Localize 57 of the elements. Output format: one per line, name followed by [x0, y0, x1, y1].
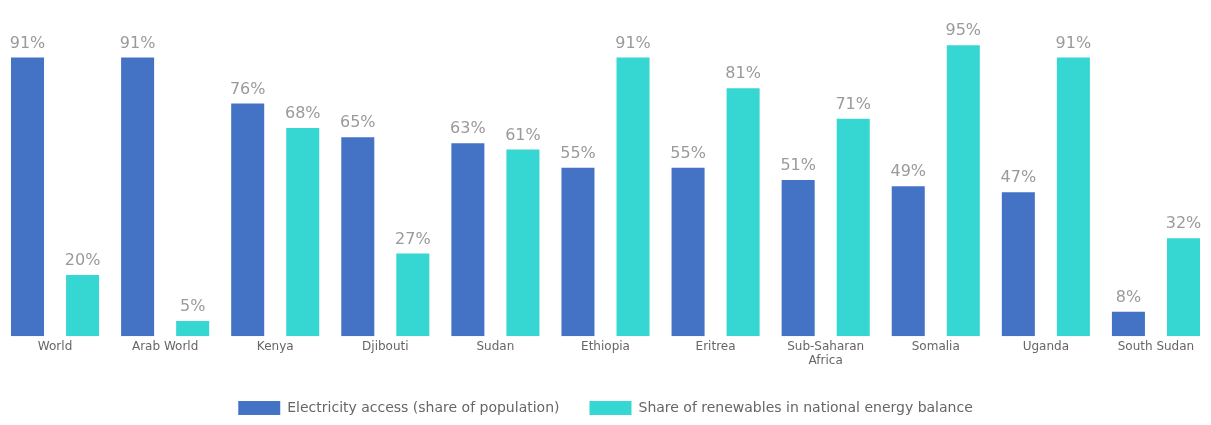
data-label: 61% — [505, 124, 541, 144]
data-label: 51% — [780, 155, 816, 175]
x-tick-label: Ethiopia — [581, 338, 630, 353]
data-label: 91% — [615, 32, 651, 52]
x-tick-label: Eritrea — [695, 338, 736, 353]
data-label: 47% — [1000, 167, 1037, 187]
bar — [781, 180, 815, 337]
data-label: 20% — [64, 250, 101, 270]
bar — [286, 127, 320, 337]
bar — [1166, 238, 1200, 337]
x-tick-label: Kenya — [256, 338, 294, 353]
bar — [1001, 192, 1035, 337]
data-label: 81% — [725, 63, 761, 83]
bar — [451, 143, 485, 337]
data-label: 63% — [450, 118, 486, 138]
bar — [891, 186, 925, 337]
data-label: 91% — [9, 32, 46, 52]
data-label: 65% — [340, 112, 376, 132]
x-tick-label: Sub-Saharan Africa — [787, 338, 865, 367]
x-tick-label: Arab World — [131, 338, 199, 353]
bar — [11, 57, 45, 337]
data-label: 91% — [119, 32, 156, 52]
data-label: 95% — [945, 20, 982, 40]
bar — [231, 103, 265, 337]
x-tick-label: Sudan — [476, 338, 515, 353]
bar — [671, 167, 705, 337]
bar — [121, 57, 155, 337]
x-tick-label: Djibouti — [362, 338, 409, 353]
data-label: 91% — [1055, 32, 1092, 52]
bar — [176, 320, 210, 337]
bar — [66, 274, 100, 337]
bar — [836, 118, 870, 337]
bar — [396, 253, 430, 337]
bar — [946, 45, 980, 337]
x-tick-label: South Sudan — [1117, 338, 1195, 353]
data-label: 49% — [890, 161, 927, 181]
x-tick-label: World — [37, 338, 73, 353]
bar — [616, 57, 650, 337]
bar — [506, 149, 540, 337]
data-label: 8% — [1115, 286, 1142, 306]
data-label: 32% — [1165, 213, 1202, 233]
data-label: 71% — [835, 93, 871, 113]
bar — [1056, 57, 1090, 337]
bar — [561, 167, 595, 337]
bar — [341, 137, 375, 337]
data-label: 68% — [284, 103, 321, 123]
data-label: 5% — [179, 296, 206, 316]
x-tick-label: Somalia — [911, 338, 960, 353]
x-tick-label: Uganda — [1022, 338, 1070, 353]
legend-label: Electricity access (share of population) — [287, 398, 560, 415]
data-label: 55% — [560, 142, 596, 162]
bar — [726, 88, 760, 337]
bar — [1111, 311, 1145, 337]
data-label: 55% — [670, 142, 706, 162]
data-label: 27% — [395, 228, 431, 248]
legend-label: Share of renewables in national energy balance — [638, 398, 973, 415]
data-label: 76% — [229, 78, 266, 98]
